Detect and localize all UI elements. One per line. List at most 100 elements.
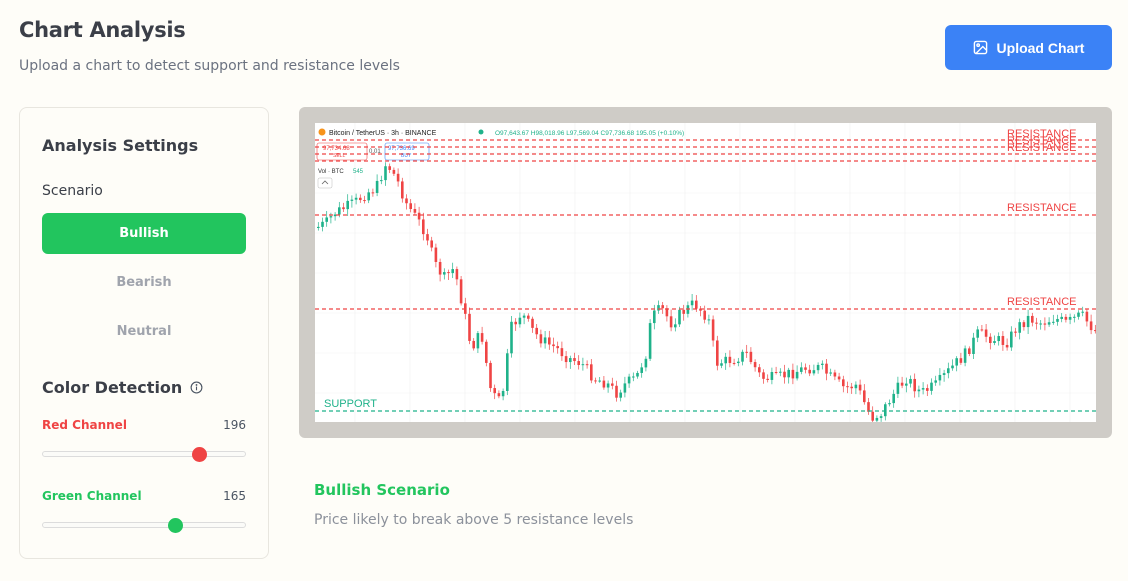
candle-body bbox=[384, 166, 387, 181]
candle-body bbox=[921, 388, 925, 390]
candle-body bbox=[438, 261, 442, 275]
candle-body bbox=[1056, 318, 1059, 322]
bitcoin-icon bbox=[318, 128, 326, 136]
candle-body bbox=[623, 383, 627, 393]
analysis-settings-panel: Analysis Settings Scenario Bullish Beari… bbox=[19, 107, 269, 559]
info-icon[interactable] bbox=[190, 381, 203, 394]
candle-body bbox=[770, 372, 774, 380]
candle-body bbox=[703, 310, 706, 320]
candle-body bbox=[317, 226, 320, 228]
candle-body bbox=[615, 385, 618, 398]
candle-body bbox=[989, 336, 992, 344]
resistance-label: RESISTANCE bbox=[1007, 142, 1076, 154]
scenario-bullish-button[interactable]: Bullish bbox=[42, 213, 246, 254]
candle-body bbox=[569, 358, 572, 363]
candle-body bbox=[447, 272, 450, 274]
candle-body bbox=[489, 362, 492, 389]
candle-body bbox=[863, 390, 866, 403]
candle-body bbox=[388, 166, 391, 170]
candle-body bbox=[527, 315, 530, 319]
image-icon bbox=[973, 40, 987, 55]
candle-body bbox=[350, 199, 354, 201]
candle-body bbox=[678, 309, 681, 325]
candle-body bbox=[745, 351, 748, 353]
candle-body bbox=[1035, 322, 1038, 324]
candle-body bbox=[611, 383, 614, 386]
candle-body bbox=[976, 329, 979, 338]
candle-body bbox=[476, 333, 480, 349]
green-channel-value: 165 bbox=[223, 489, 246, 503]
candle-body bbox=[821, 363, 824, 365]
candle-body bbox=[665, 308, 669, 317]
candle-body bbox=[896, 382, 900, 394]
candle-body bbox=[644, 358, 648, 368]
candle-body bbox=[980, 329, 984, 331]
candle-body bbox=[619, 392, 622, 398]
scenario-bearish-button[interactable]: Bearish bbox=[116, 275, 172, 290]
candle-body bbox=[997, 336, 1000, 342]
candle-body bbox=[401, 181, 404, 199]
upload-chart-button[interactable]: Upload Chart bbox=[945, 25, 1112, 70]
candle-body bbox=[497, 393, 501, 397]
candle-body bbox=[548, 337, 551, 345]
candle-body bbox=[396, 173, 400, 182]
candle-body bbox=[661, 305, 664, 309]
green-channel-slider[interactable] bbox=[42, 518, 246, 533]
candle-body bbox=[1010, 331, 1013, 348]
candle-body bbox=[732, 362, 736, 364]
page-title: Chart Analysis bbox=[19, 18, 186, 42]
candle-body bbox=[766, 378, 769, 380]
candle-body bbox=[804, 367, 807, 370]
candle-body bbox=[590, 364, 593, 381]
candle-body bbox=[1089, 321, 1093, 331]
candle-body bbox=[560, 348, 564, 357]
support-label: SUPPORT bbox=[324, 398, 377, 410]
candle-body bbox=[577, 361, 580, 366]
candle-body bbox=[850, 386, 853, 389]
resistance-label: RESISTANCE bbox=[1007, 135, 1076, 147]
red-channel-handle[interactable] bbox=[192, 447, 208, 462]
candle-body bbox=[695, 300, 698, 309]
collapse-icon[interactable] bbox=[317, 177, 333, 189]
candle-body bbox=[674, 324, 677, 328]
candle-body bbox=[552, 344, 555, 347]
scenario-neutral-button[interactable]: Neutral bbox=[116, 324, 172, 339]
candle-body bbox=[480, 333, 484, 342]
candle-body bbox=[972, 337, 975, 354]
candle-body bbox=[430, 240, 433, 248]
candle-body bbox=[728, 356, 732, 363]
candle-body bbox=[951, 365, 954, 369]
candle-body bbox=[833, 372, 837, 377]
candle-body bbox=[884, 404, 887, 417]
candle-body bbox=[1047, 322, 1051, 325]
candle-body bbox=[501, 390, 505, 397]
candle-body bbox=[354, 197, 358, 200]
green-channel-handle[interactable] bbox=[167, 518, 183, 533]
candle-body bbox=[959, 358, 963, 363]
candle-body bbox=[585, 364, 589, 366]
candle-body bbox=[606, 383, 610, 388]
candle-body bbox=[737, 361, 740, 364]
candle-body bbox=[321, 221, 324, 227]
candle-body bbox=[514, 321, 517, 325]
candle-body bbox=[930, 382, 933, 391]
red-channel-value: 196 bbox=[223, 418, 246, 432]
candle-body bbox=[1001, 336, 1005, 345]
color-detection-title: Color Detection bbox=[42, 378, 183, 397]
red-channel-slider[interactable] bbox=[42, 447, 246, 462]
buy-price: 97,736.69 bbox=[388, 146, 415, 152]
candle-body bbox=[363, 200, 366, 202]
chart-preview-frame: Bitcoin / TetherUS · 3h · BINANCE O97,64… bbox=[299, 107, 1112, 438]
candle-body bbox=[657, 305, 660, 311]
candle-body bbox=[468, 313, 471, 341]
candle-body bbox=[1064, 316, 1068, 320]
candle-body bbox=[426, 234, 429, 241]
candle-body bbox=[905, 383, 908, 386]
candle-body bbox=[543, 337, 547, 344]
candle-body bbox=[917, 389, 921, 392]
candle-body bbox=[522, 315, 526, 318]
candle-body bbox=[367, 192, 370, 201]
candle-body bbox=[812, 370, 816, 374]
candle-body bbox=[594, 380, 597, 382]
candle-body bbox=[879, 416, 883, 418]
